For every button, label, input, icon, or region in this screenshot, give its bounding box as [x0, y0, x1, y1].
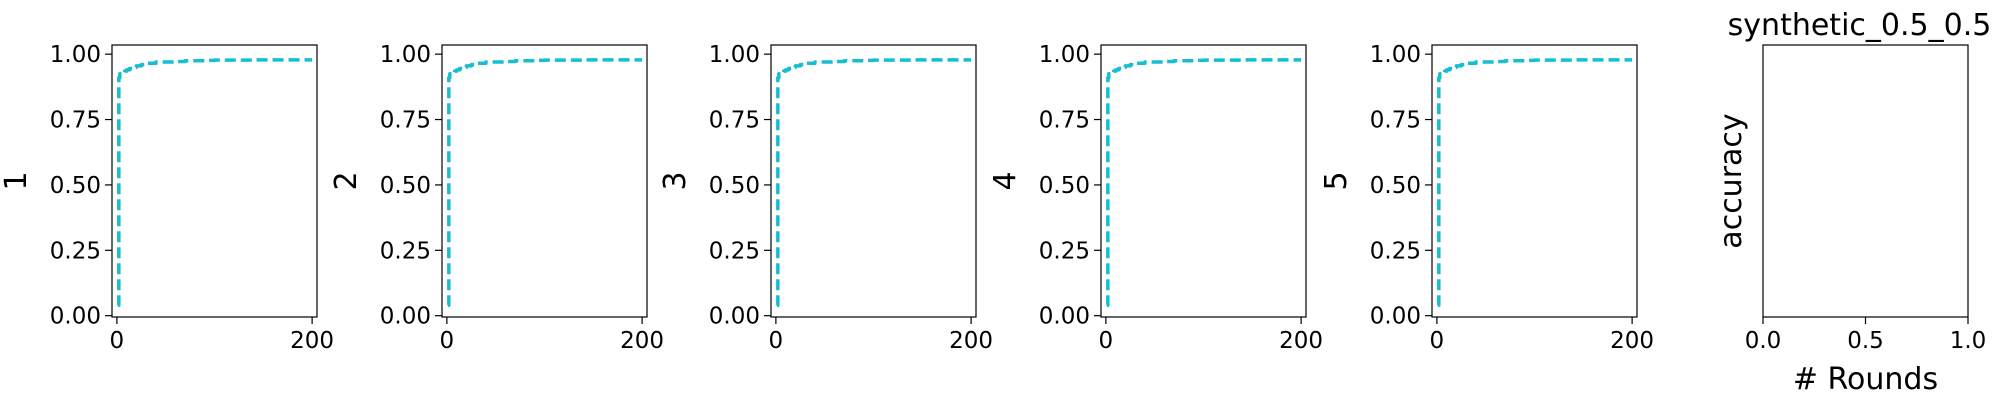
subplot-6: 0.0 0.5 1.0 accuracy # Rounds synthetic_0.5_0… [1714, 8, 1991, 397]
y-tick-label: 1.00 [709, 42, 760, 68]
y-tick-label: 0.00 [709, 304, 760, 330]
y-tick-label: 0.75 [380, 108, 431, 134]
x-tick-label: 1.0 [1950, 328, 1987, 354]
y-tick-label: 0.75 [1039, 108, 1090, 134]
y-tick-label: 0.00 [1370, 304, 1421, 330]
x-tick-label: 200 [1610, 328, 1654, 354]
y-tick-label: 0.75 [709, 108, 760, 134]
x-tick-label: 0 [1430, 328, 1445, 354]
x-axis-label: # Rounds [1793, 362, 1938, 397]
y-tick-label: 1.00 [1370, 42, 1421, 68]
y-tick-label: 0.75 [1370, 108, 1421, 134]
series-line-1 [1106, 58, 1302, 307]
subplot-5: 0 200 0.00 0.25 0.50 0.75 1.00 5 [1319, 42, 1654, 354]
series-line-1 [1437, 58, 1633, 307]
y-tick-label: 0.00 [1039, 304, 1090, 330]
x-tick-label: 0.0 [1745, 328, 1782, 354]
y-tick-label: 0.25 [1039, 238, 1090, 264]
series-line-1 [447, 58, 643, 307]
y-axis-label: 3 [658, 171, 693, 190]
x-tick-label: 200 [620, 328, 664, 354]
x-tick-label: 0 [769, 328, 784, 354]
y-tick-label: 1.00 [1039, 42, 1090, 68]
y-tick-label: 0.25 [709, 238, 760, 264]
y-tick-label: 0.50 [1039, 173, 1090, 199]
subplot-3: 0 200 0.00 0.25 0.50 0.75 1.00 3 [658, 42, 993, 354]
y-axis-label: 5 [1319, 171, 1354, 190]
y-tick-label: 0.00 [380, 304, 431, 330]
y-tick-label: 1.00 [50, 42, 101, 68]
axes-frame [1431, 44, 1638, 318]
x-tick-label: 0 [1099, 328, 1114, 354]
x-tick-label: 200 [949, 328, 993, 354]
subplot-2: 0 200 0.00 0.25 0.50 0.75 1.00 2 [329, 42, 664, 354]
axes-frame [1762, 44, 1969, 318]
subplot-4: 0 200 0.00 0.25 0.50 0.75 1.00 4 [988, 42, 1323, 354]
y-axis-label: 4 [988, 171, 1023, 190]
x-tick-label: 0.5 [1847, 328, 1884, 354]
x-tick-label: 200 [1279, 328, 1323, 354]
y-tick-label: 1.00 [380, 42, 431, 68]
axes-frame [1100, 44, 1307, 318]
y-tick-label: 0.00 [50, 304, 101, 330]
y-tick-label: 0.75 [50, 108, 101, 134]
axes-frame [441, 44, 648, 318]
y-tick-label: 0.25 [380, 238, 431, 264]
y-tick-label: 0.50 [50, 173, 101, 199]
y-tick-label: 0.50 [380, 173, 431, 199]
x-tick-label: 200 [290, 328, 334, 354]
y-tick-label: 0.50 [1370, 173, 1421, 199]
y-tick-label: 0.25 [1370, 238, 1421, 264]
y-tick-label: 0.50 [709, 173, 760, 199]
axes-frame [770, 44, 977, 318]
x-tick-label: 0 [110, 328, 125, 354]
x-tick-label: 0 [440, 328, 455, 354]
y-axis-label: 1 [0, 171, 34, 190]
series-line-1 [776, 58, 972, 307]
axes-frame [111, 44, 318, 318]
subplot-title: synthetic_0.5_0.5 [1728, 8, 1992, 43]
y-axis-label: accuracy [1714, 113, 1749, 248]
y-tick-label: 0.25 [50, 238, 101, 264]
series-line-1 [117, 58, 313, 307]
y-axis-label: 2 [329, 171, 364, 190]
subplot-1: 0 200 0.00 0.25 0.50 0.75 1.00 1 [0, 42, 334, 354]
